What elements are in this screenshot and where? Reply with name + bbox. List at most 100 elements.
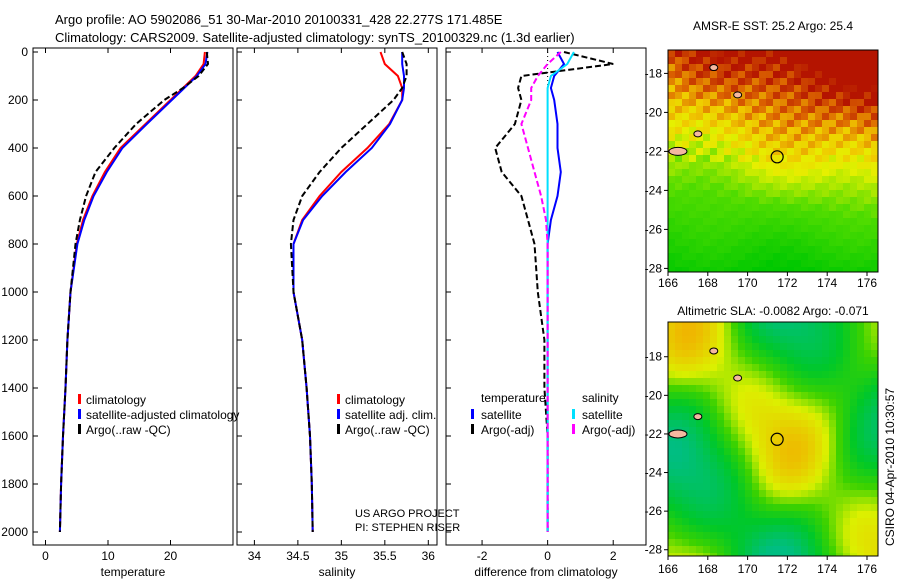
map-frame [667,49,879,273]
profile-panel-3: -2 0 2 difference from climatology temperatu… [445,47,647,579]
legend-label: climatology [86,393,146,407]
legend-label: satellite adj. clim. [345,408,436,422]
series-line-satellite-adjusted-climatology [58,51,209,533]
series-line-argo-raw-qc- [289,51,408,533]
series-line-temperature-argo-adj- [494,51,614,532]
lat-tick-label: -26 [645,504,663,518]
y-tick-label: 1000 [1,285,28,299]
legend-label: Argo(..raw -QC) [86,423,171,437]
lon-tick-label: 172 [777,562,797,576]
argo-location-marker [770,432,784,446]
x-tick-label: 34 [248,549,262,563]
x-tick-label: 20 [164,549,178,563]
lon-tick-label: 170 [738,562,758,576]
y-tick-label: 0 [21,45,28,59]
lat-tick-label: -24 [645,183,663,197]
y-tick-label: 600 [8,189,28,203]
x-tick-label: 10 [101,549,115,563]
lat-tick-label: -18 [645,350,663,364]
series-line-argo-raw-qc- [58,51,210,533]
lat-tick-label: -22 [645,144,663,158]
island-shape [733,374,743,382]
map-title: AMSR-E SST: 25.2 Argo: 25.4 [693,19,853,33]
x-tick-label: 2 [610,549,617,563]
lat-tick-label: -18 [645,66,663,80]
lon-tick-label: 176 [857,276,877,290]
island-shape [733,91,743,99]
lat-tick-label: -20 [645,388,663,402]
map-title: Altimetric SLA: -0.0082 Argo: -0.071 [677,304,869,318]
map-frame [667,321,879,557]
legend-label: satellite [582,408,623,422]
legend-swatch [337,394,340,404]
axes-frame [236,47,438,546]
title-line-1: Argo profile: AO 5902086_51 30-Mar-2010 … [55,12,503,27]
legend-label: Argo(..raw -QC) [345,423,430,437]
project-label: US ARGO PROJECT [355,508,460,520]
series-line-salinity-satellite [546,51,575,532]
legend-swatch [572,424,575,434]
timestamp-label: CSIRO 04-Apr-2010 10:30:57 [883,388,897,546]
x-axis-label: salinity [319,565,356,579]
lon-tick-label: 166 [658,276,678,290]
lat-tick-label: -24 [645,466,663,480]
profile-panel-2: 34 34.5 35 35.5 36 salinity climatologysatelli… [236,47,438,579]
title-line-2: Climatology: CARS2009. Satellite-adjuste… [55,30,575,45]
map-field [668,322,878,556]
lat-tick-label: -28 [645,261,663,275]
axes-frame [32,47,234,546]
legend-label: Argo(-adj) [582,423,635,437]
y-tick-label: 1200 [1,333,28,347]
legend-label: satellite-adjusted climatology [86,408,239,422]
axes-frame [445,47,647,546]
sst-map: AMSR-E SST: 25.2 Argo: 25.4 166 168 170 172 1… [645,19,879,290]
series-line-temperature-satellite [546,51,566,532]
legend-label: satellite [481,408,522,422]
legend-swatch [471,409,474,419]
y-tick-label: 200 [8,93,28,107]
argo-location-marker [770,150,784,164]
pi-label: PI: STEPHEN RISER [355,522,460,534]
y-tick-label: 800 [8,237,28,251]
lon-tick-label: 174 [817,562,837,576]
x-tick-label: 35.5 [373,549,397,563]
x-tick-label: -2 [477,549,488,563]
profile-panel-1: 0 10 20 temperature 0 200 400 600 800 1000 1200 140… [1,45,239,579]
island-shape [693,130,703,138]
x-tick-label: 34.5 [286,549,310,563]
map-field [668,50,878,272]
legend-swatch [471,424,474,434]
island-shape [668,146,688,156]
legend-label: Argo(-adj) [481,423,534,437]
legend-swatch [572,409,575,419]
y-tick-label: 1400 [1,381,28,395]
lat-tick-label: -28 [645,543,663,557]
lon-tick-label: 168 [698,276,718,290]
y-tick-label: 1800 [1,477,28,491]
legend-swatch [78,409,81,419]
y-tick-label: 1600 [1,429,28,443]
lat-tick-label: -22 [645,427,663,441]
lon-tick-label: 170 [738,276,758,290]
x-tick-label: 35 [335,549,349,563]
y-tick-label: 400 [8,141,28,155]
x-axis-label: temperature [101,565,166,579]
lat-tick-label: -20 [645,105,663,119]
series-line-climatology [58,51,206,533]
lon-tick-label: 174 [817,276,837,290]
lat-tick-label: -26 [645,222,663,236]
sla-map: Altimetric SLA: -0.0082 Argo: -0.071 166 1… [645,304,879,576]
legend-header: temperature [481,391,546,405]
series-line-climatology [292,51,404,533]
island-shape [668,429,688,439]
lon-tick-label: 166 [658,562,678,576]
legend-swatch [78,394,81,404]
lon-tick-label: 168 [698,562,718,576]
lon-tick-label: 172 [777,276,797,290]
legend-swatch [337,424,340,434]
island-shape [709,64,719,72]
series-line-salinity-argo-adj- [520,51,562,532]
island-shape [709,347,719,355]
legend-header: salinity [582,391,619,405]
